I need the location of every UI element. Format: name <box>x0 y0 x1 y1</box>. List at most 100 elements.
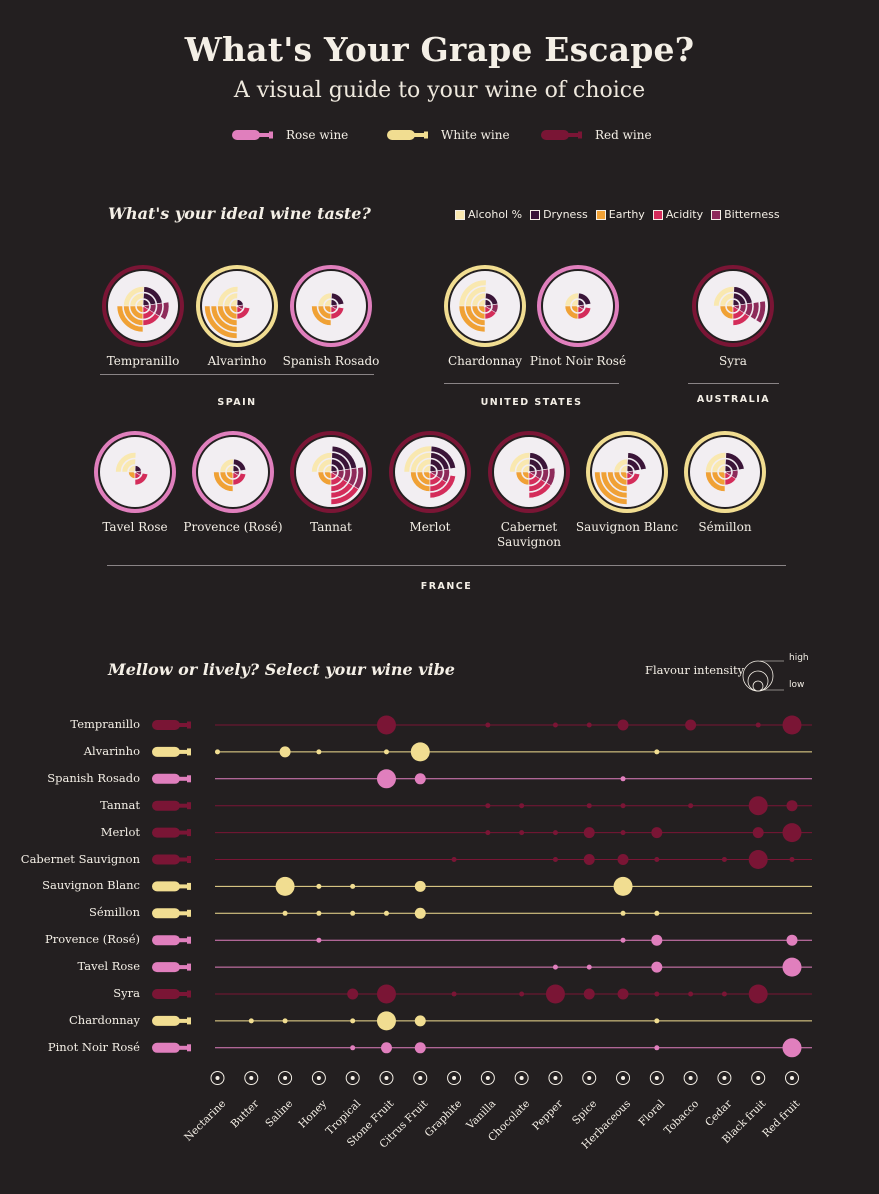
radial-segment-earthy <box>317 305 332 320</box>
flavor-dot-black-fruit <box>748 796 768 816</box>
region-label-australia: AUSTRALIA <box>696 394 771 405</box>
intensity-high-label: high <box>789 653 809 663</box>
flavor-dot-floral <box>654 991 660 997</box>
flavor-dot-pepper <box>552 722 558 728</box>
flavor-row-label: Alvarinho <box>83 743 140 758</box>
taste-legend: Alcohol % Dryness Earthy Acidity Bittern… <box>455 208 788 221</box>
flavor-dot-stone-fruit <box>376 769 396 789</box>
flavor-dot-saline <box>282 910 288 916</box>
radial-segment-earthy <box>705 471 726 492</box>
flavor-row-label: Cabernet Sauvignon <box>20 851 140 866</box>
flavor-dot-pepper <box>552 857 558 862</box>
red-bottle-icon <box>541 130 582 140</box>
flavor-row-merlot <box>152 823 812 843</box>
flavor-dot-citrus-fruit <box>410 742 430 762</box>
flavor-dot-tobacco <box>688 803 694 809</box>
flavor-row-tavel-rose <box>152 957 812 977</box>
bottle-icon <box>152 746 191 757</box>
taste-legend-label: Earthy <box>608 208 645 221</box>
white-bottle-icon <box>387 130 428 140</box>
flavor-dot-floral <box>654 910 660 916</box>
radial-segment-earthy <box>123 305 144 326</box>
flavor-dot-black-fruit <box>752 827 764 839</box>
wine-label-sauvignon-blanc: Sauvignon Blanc <box>575 520 679 534</box>
taste-heading: What's your ideal wine taste? <box>108 204 371 223</box>
bottle-icon <box>152 962 191 973</box>
legend-rose: Rose wine <box>232 128 348 142</box>
flavor-dot-stone-fruit <box>376 715 396 735</box>
flavor-dot-citrus-fruit <box>414 880 426 892</box>
radial-segment-earthy <box>210 305 238 333</box>
radial-segment-bitterness <box>347 467 358 487</box>
wine-label-cabernet-sauvignon: Cabernet Sauvignon <box>496 520 562 549</box>
flavor-dot-herbaceous <box>620 937 626 943</box>
red-fruit-icon <box>785 1071 799 1085</box>
radial-segment-earthy <box>564 305 579 320</box>
radial-segment-earthy <box>711 471 726 486</box>
radial-face <box>296 271 366 341</box>
radial-segment-bitterness <box>733 304 740 310</box>
radial-segment-bitterness <box>148 303 157 314</box>
flavor-heading: Mellow or lively? Select your wine vibe <box>108 660 455 679</box>
bottle-icon <box>152 800 191 811</box>
wine-radial-syra <box>692 265 774 347</box>
flavor-dot-floral <box>654 1045 660 1051</box>
flavor-row-pinot-noir-rose <box>152 1038 812 1058</box>
flavor-dot-graphite <box>451 991 457 997</box>
flavor-row-label: Chardonnay <box>68 1012 140 1027</box>
flavor-dot-stone-fruit <box>376 984 396 1004</box>
bottle-icon <box>152 854 191 865</box>
flavor-dot-floral <box>654 749 660 755</box>
pepper-icon <box>548 1071 563 1085</box>
flavor-dot-floral <box>651 961 663 973</box>
flavor-dot-red-fruit <box>786 800 798 812</box>
flavor-row-label: Pinot Noir Rosé <box>47 1039 140 1054</box>
bottle-icon <box>152 720 191 730</box>
flavor-dot-black-fruit <box>755 722 761 728</box>
bottle-icon <box>152 1015 191 1026</box>
wine-radial-chardonnay <box>444 265 526 347</box>
radial-segment-earthy <box>311 305 332 326</box>
graphite-icon <box>447 1071 462 1085</box>
radial-segment-earthy <box>317 471 332 486</box>
radial-segment-dryness <box>233 458 247 472</box>
nectarine-icon <box>210 1071 225 1085</box>
flavor-intensity-title: Flavour intensity <box>645 663 745 677</box>
taste-legend-item: Bitterness <box>711 208 780 221</box>
wine-label-alvarinho: Alvarinho <box>207 354 267 368</box>
radial-segment-bitterness <box>237 304 244 310</box>
flavor-dot-herbaceous <box>620 830 626 836</box>
flavor-dot-herbaceous <box>617 988 629 1000</box>
cedar-icon <box>717 1071 732 1085</box>
flavor-dot-citrus-fruit <box>414 1042 426 1054</box>
wine-radial-tavel-rose <box>94 431 176 513</box>
taste-legend-label: Alcohol % <box>468 208 523 221</box>
radial-segment-alcohol <box>115 452 137 473</box>
page-subtitle: A visual guide to your wine of choice <box>233 78 646 103</box>
flavor-row-chardonnay <box>152 1011 812 1031</box>
flavor-row-label: Syra <box>113 986 140 1000</box>
radial-segment-dryness <box>430 445 457 470</box>
flavor-row-tempranillo <box>152 715 812 735</box>
radial-segment-acidity <box>626 472 641 486</box>
citrus-fruit-icon <box>413 1071 428 1085</box>
wine-label-spanish-rosado: Spanish Rosado <box>282 354 380 368</box>
wine-radial-tannat <box>290 431 372 513</box>
radial-segment-bitterness <box>353 466 364 490</box>
stone-fruit-icon <box>379 1071 394 1085</box>
legend-white-label: White wine <box>441 128 510 142</box>
radial-segment-alcohol <box>217 286 239 307</box>
wine-radial-sauvignon-blanc <box>586 431 668 513</box>
radial-segment-earthy <box>410 471 431 492</box>
flavor-dot-citrus-fruit <box>414 907 426 919</box>
wine-label-semillon: Sémillon <box>698 520 752 534</box>
flavor-dot-vanilla <box>485 803 491 809</box>
radial-segment-earthy <box>217 305 238 326</box>
wine-label-provence-rose: Provence (Rosé) <box>183 520 283 534</box>
butter-icon <box>244 1071 259 1085</box>
radial-segment-bitterness <box>749 301 760 321</box>
tropical-icon <box>345 1071 360 1085</box>
floral-icon <box>649 1071 664 1085</box>
flavor-row-spanish-rosado <box>152 769 812 789</box>
radial-segment-bitterness <box>435 469 444 480</box>
